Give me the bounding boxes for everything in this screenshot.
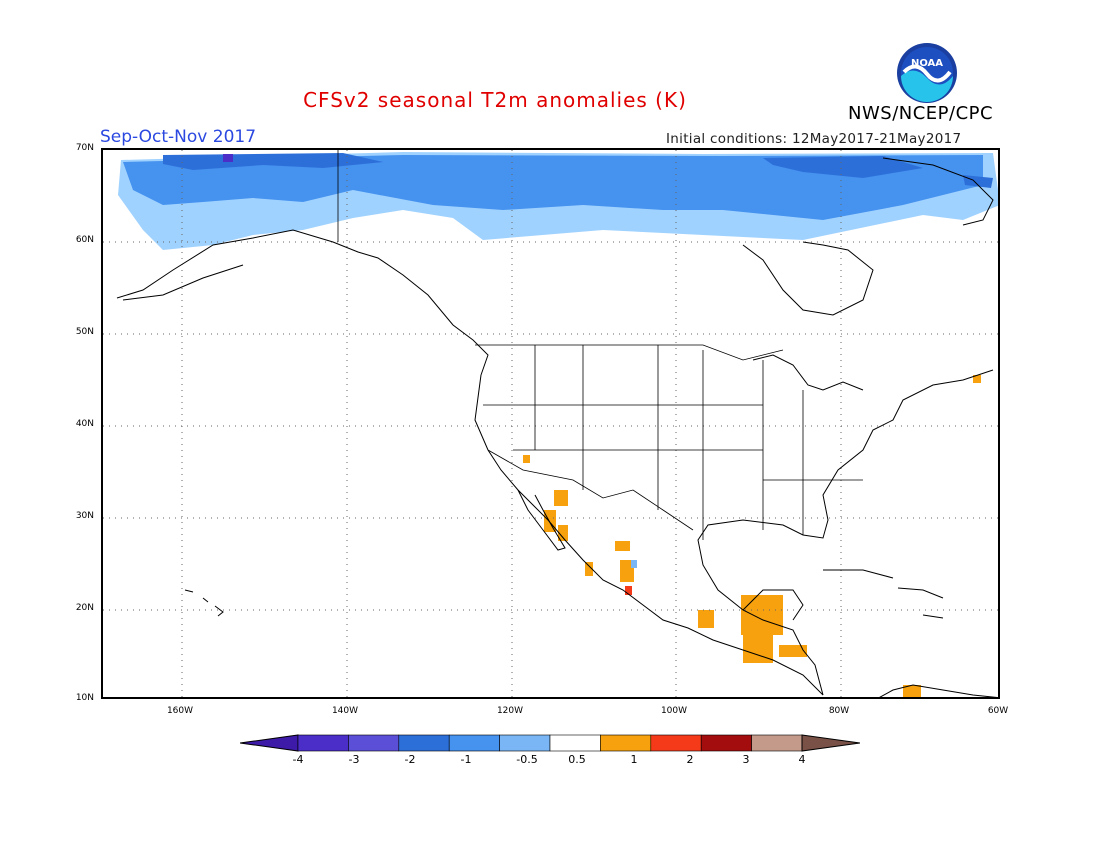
cold-anomaly-region — [118, 152, 998, 250]
lat-label-10n: 10N — [75, 693, 94, 703]
map-panel: 70N 60N 50N 40N 30N 20N 10N — [101, 148, 1000, 699]
colorbar-label: -1 — [460, 753, 472, 766]
season-label: Sep-Oct-Nov 2017 — [100, 127, 257, 147]
colorbar-label: -3 — [348, 753, 360, 766]
lat-label-60n: 60N — [75, 235, 94, 245]
map-canvas — [103, 150, 998, 697]
lat-label-50n: 50N — [75, 327, 94, 337]
colorbar-label: 2 — [686, 753, 694, 766]
colorbar-label: 4 — [798, 753, 806, 766]
strong-warm-patch — [625, 586, 632, 595]
colorbar-swatch — [297, 734, 349, 752]
colorbar-label: -0.5 — [516, 753, 538, 766]
colorbar-svg — [239, 734, 861, 752]
colorbar-swatch — [499, 734, 551, 752]
colorbar-over-arrow — [801, 734, 861, 752]
lon-label-120w: 120W — [496, 706, 524, 716]
cool-patch — [631, 560, 637, 568]
colorbar-under-arrow — [239, 734, 299, 752]
noaa-logo-text: NOAA — [911, 58, 943, 69]
noaa-logo: NOAA — [896, 42, 958, 104]
political-boundaries — [337, 150, 863, 540]
initial-conditions-label: Initial conditions: 12May2017-21May2017 — [666, 131, 962, 147]
colorbar-swatch — [650, 734, 702, 752]
colorbar-swatch — [549, 734, 601, 752]
colorbar-swatch — [700, 734, 752, 752]
lat-label-70n: 70N — [75, 143, 94, 153]
lat-label-30n: 30N — [75, 511, 94, 521]
colorbar-swatch — [751, 734, 803, 752]
chart-title: CFSv2 seasonal T2m anomalies (K) — [303, 88, 687, 112]
colorbar-swatch — [600, 734, 652, 752]
lon-label-140w: 140W — [331, 706, 359, 716]
colorbar-label: -2 — [404, 753, 416, 766]
agency-label: NWS/NCEP/CPC — [848, 103, 994, 124]
lon-label-100w: 100W — [660, 706, 688, 716]
colorbar-swatch — [448, 734, 500, 752]
colorbar-label: 1 — [630, 753, 638, 766]
lon-label-160w: 160W — [166, 706, 194, 716]
coastlines — [116, 157, 998, 697]
lon-label-80w: 80W — [828, 706, 850, 716]
lon-label-60w: 60W — [987, 706, 1009, 716]
lat-label-40n: 40N — [75, 419, 94, 429]
warm-anomaly-region — [523, 375, 981, 697]
colorbar — [239, 733, 861, 753]
colorbar-label: 3 — [742, 753, 750, 766]
colorbar-label: -4 — [292, 753, 304, 766]
colorbar-swatch — [348, 734, 400, 752]
colorbar-swatch — [398, 734, 450, 752]
lat-label-20n: 20N — [75, 603, 94, 613]
colorbar-label: 0.5 — [568, 753, 586, 766]
